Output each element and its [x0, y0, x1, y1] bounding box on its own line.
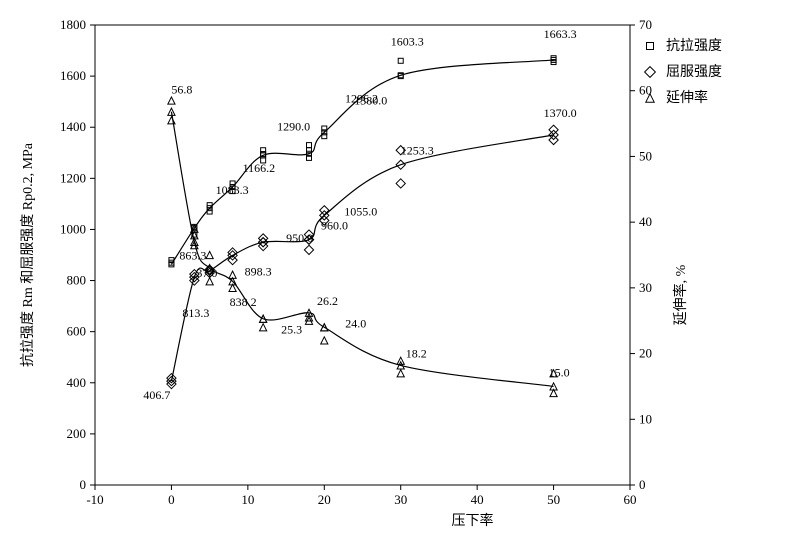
data-label: 1166.2 — [243, 161, 276, 175]
svg-text:10: 10 — [241, 492, 254, 507]
y-left-title: 抗拉强度 Rm 和屈服强度 Rp0.2, MPa — [20, 142, 36, 367]
chart-svg: -100102030405060压下率020040060080010001200… — [0, 0, 800, 543]
svg-text:1800: 1800 — [60, 17, 86, 32]
data-label: 15.0 — [549, 365, 570, 379]
legend-label: 延伸率 — [666, 89, 708, 106]
svg-text:50: 50 — [547, 492, 560, 507]
data-label: 1290.0 — [277, 119, 310, 133]
data-label: 960.0 — [321, 219, 348, 233]
svg-text:40: 40 — [639, 214, 652, 229]
series-line-square — [171, 60, 553, 264]
svg-text:1000: 1000 — [60, 221, 86, 236]
svg-text:400: 400 — [67, 375, 87, 390]
svg-text:200: 200 — [67, 426, 87, 441]
data-label: 18.2 — [406, 346, 427, 360]
svg-text:-10: -10 — [86, 492, 103, 507]
legend-label: 抗拉强度 — [666, 38, 722, 54]
data-label: 56.8 — [171, 83, 192, 97]
svg-text:20: 20 — [318, 492, 331, 507]
data-label: 898.3 — [245, 264, 272, 278]
svg-text:800: 800 — [67, 273, 87, 288]
svg-text:60: 60 — [639, 83, 652, 98]
data-label: 1603.3 — [391, 34, 424, 48]
svg-text:30: 30 — [639, 280, 652, 295]
svg-text:20: 20 — [639, 346, 652, 361]
svg-text:10: 10 — [639, 411, 652, 426]
svg-text:1600: 1600 — [60, 68, 86, 83]
data-label: 1055.0 — [344, 204, 377, 218]
data-label: 406.7 — [143, 388, 170, 402]
data-label: 26.2 — [317, 294, 338, 308]
svg-text:1400: 1400 — [60, 119, 86, 134]
data-label: 1663.3 — [544, 27, 577, 41]
data-label: 1370.0 — [544, 106, 577, 120]
svg-text:40: 40 — [471, 492, 484, 507]
svg-text:60: 60 — [624, 492, 637, 507]
series-line-diamond — [171, 135, 553, 381]
x-axis-title: 压下率 — [452, 512, 494, 529]
series-line-triangle — [171, 112, 553, 387]
svg-text:0: 0 — [639, 477, 646, 492]
svg-text:0: 0 — [80, 477, 87, 492]
chart-container: -100102030405060压下率020040060080010001200… — [0, 0, 800, 543]
svg-text:30: 30 — [394, 492, 407, 507]
data-label: 863.3 — [179, 248, 206, 262]
svg-text:1200: 1200 — [60, 170, 86, 185]
legend-label: 屈服强度 — [666, 64, 722, 80]
data-label: 950.0 — [286, 231, 313, 245]
svg-text:600: 600 — [67, 324, 87, 339]
data-label: 1083.3 — [216, 183, 249, 197]
svg-text:70: 70 — [639, 17, 652, 32]
data-label: 25.3 — [281, 323, 302, 337]
data-label: 813.3 — [182, 306, 209, 320]
svg-text:50: 50 — [639, 148, 652, 163]
y-right-title: 延伸率, % — [672, 264, 689, 325]
data-label: 37.0 — [196, 266, 217, 280]
svg-text:0: 0 — [168, 492, 175, 507]
data-label: 24.0 — [345, 316, 366, 330]
data-label: 1380.0 — [354, 93, 387, 107]
data-label: 1253.3 — [401, 144, 434, 158]
